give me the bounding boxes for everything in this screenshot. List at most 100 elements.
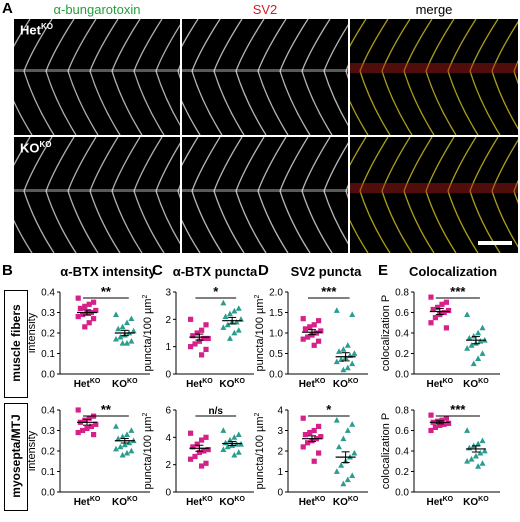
chevron-line bbox=[213, 19, 243, 72]
y-tick-label: 4 bbox=[277, 406, 283, 417]
y-tick-label: 0.8 bbox=[395, 406, 409, 417]
group-name: KO bbox=[112, 497, 127, 508]
point-het bbox=[302, 326, 308, 332]
chevron-line bbox=[89, 137, 119, 192]
chevron-line bbox=[14, 219, 33, 253]
point-het bbox=[443, 299, 449, 305]
point-ko bbox=[468, 342, 475, 348]
midline bbox=[14, 189, 180, 192]
chevron-line bbox=[301, 19, 331, 72]
significance-label: * bbox=[213, 284, 219, 299]
y-tick-label: 1 bbox=[277, 467, 283, 478]
chevron-line bbox=[155, 190, 180, 245]
point-ko bbox=[340, 480, 347, 487]
y-axis-label: colocalization P bbox=[380, 413, 392, 489]
group-sup: KO bbox=[478, 496, 489, 503]
point-ko bbox=[235, 327, 242, 333]
point-ko bbox=[340, 435, 347, 442]
point-het bbox=[82, 303, 88, 309]
point-het bbox=[305, 440, 311, 446]
point-ko bbox=[119, 451, 126, 458]
point-ko bbox=[349, 311, 356, 317]
chevron-line bbox=[182, 137, 199, 167]
chevron-line bbox=[191, 137, 221, 192]
panel-letter-a: A bbox=[2, 0, 13, 17]
condition-label: KOKO bbox=[20, 140, 52, 155]
point-ko bbox=[128, 315, 135, 322]
chevron-line bbox=[191, 190, 223, 253]
group-name: KO bbox=[219, 497, 234, 508]
chevron-line bbox=[235, 137, 265, 192]
y-axis-label: puncta/100 µm2 bbox=[254, 412, 266, 489]
point-het bbox=[91, 432, 97, 438]
y-tick-label: 0.0 bbox=[41, 488, 55, 499]
y-axis-label-sup: 2 bbox=[142, 412, 149, 416]
point-het bbox=[196, 449, 202, 455]
group-label-het: HetKO bbox=[299, 496, 326, 508]
chevron-line bbox=[323, 142, 348, 192]
chevron-line bbox=[301, 190, 333, 253]
chevron-line bbox=[133, 19, 163, 72]
point-ko bbox=[477, 338, 484, 344]
chevron-line bbox=[381, 137, 411, 192]
chevron-line bbox=[177, 190, 180, 199]
chevron-line bbox=[155, 70, 180, 127]
chevron-line bbox=[447, 137, 477, 192]
y-axis-label-sup: 2 bbox=[254, 412, 261, 416]
chevron-line bbox=[513, 70, 518, 85]
point-het bbox=[432, 315, 438, 321]
red-band bbox=[350, 63, 518, 73]
point-het bbox=[199, 352, 205, 358]
point-ko bbox=[464, 458, 471, 464]
chevron-line bbox=[323, 24, 348, 72]
point-ko bbox=[336, 348, 342, 354]
chevron-line bbox=[89, 70, 121, 135]
group-name: KO bbox=[219, 379, 234, 390]
point-ko bbox=[220, 324, 227, 330]
chevron-line bbox=[89, 19, 119, 72]
point-ko bbox=[470, 360, 477, 367]
chevron-line bbox=[403, 137, 433, 192]
y-tick-label: 0.4 bbox=[41, 406, 55, 417]
group-sup: KO bbox=[443, 378, 454, 385]
y-tick-label: 0.2 bbox=[41, 329, 55, 340]
y-axis-label: intensity bbox=[26, 312, 38, 353]
chevron-line bbox=[177, 64, 180, 72]
chevron-line bbox=[257, 19, 287, 72]
chevron-line bbox=[133, 190, 165, 253]
group-label-ko: KOKO bbox=[219, 496, 245, 508]
point-het bbox=[84, 425, 90, 432]
title-b: α-BTX intensity bbox=[60, 264, 156, 279]
chevron-line bbox=[182, 19, 199, 48]
chevron-line bbox=[133, 137, 163, 192]
group-name: Het bbox=[426, 497, 443, 508]
y-axis-label: puncta/100 µm2 bbox=[254, 294, 266, 371]
point-ko bbox=[333, 417, 340, 423]
chevron-line bbox=[14, 100, 33, 135]
chevron-line bbox=[182, 219, 201, 253]
y-tick-label: 0.6 bbox=[395, 426, 409, 437]
point-ko bbox=[128, 338, 135, 344]
point-het bbox=[75, 407, 81, 413]
group-name: KO bbox=[333, 497, 348, 508]
group-label-ko: KOKO bbox=[112, 378, 138, 390]
chevron-line bbox=[345, 190, 348, 199]
point-het bbox=[443, 415, 449, 421]
point-het bbox=[300, 336, 306, 342]
group-sup: KO bbox=[348, 378, 359, 385]
group-name: Het bbox=[74, 497, 91, 508]
point-ko bbox=[464, 311, 471, 317]
y-tick-label: 0 bbox=[165, 370, 171, 381]
y-tick-label: 0.4 bbox=[41, 288, 55, 299]
group-name: Het bbox=[186, 379, 203, 390]
point-ko bbox=[226, 335, 233, 341]
point-het bbox=[190, 444, 196, 450]
point-het bbox=[311, 322, 317, 328]
point-ko bbox=[115, 435, 122, 442]
y-tick-label: 0.6 bbox=[395, 308, 409, 319]
point-het bbox=[88, 423, 94, 429]
point-het bbox=[428, 427, 434, 434]
group-sup: KO bbox=[90, 496, 101, 503]
point-ko bbox=[344, 364, 351, 371]
